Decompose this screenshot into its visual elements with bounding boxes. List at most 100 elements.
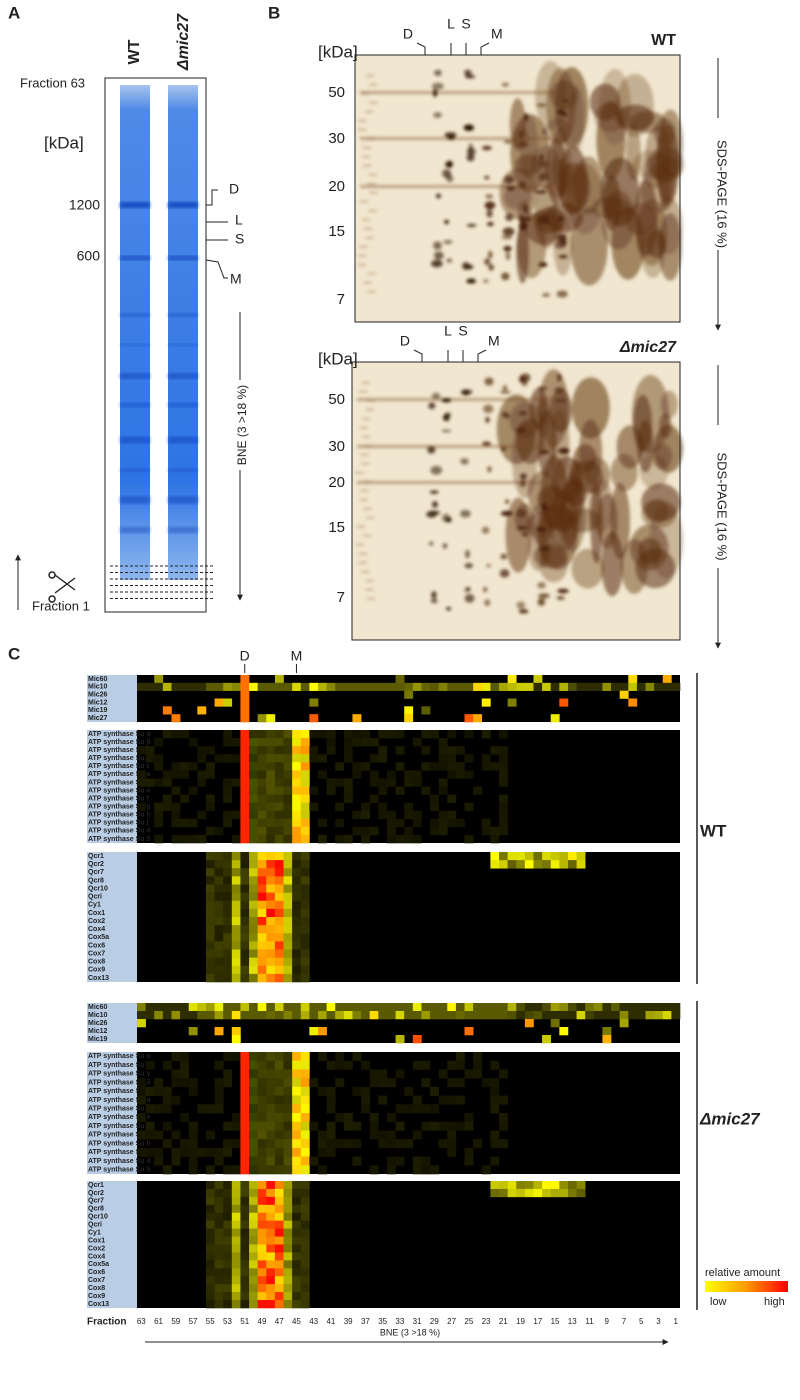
heatmap-cell	[292, 925, 302, 934]
heatmap-cell	[137, 1003, 146, 1012]
heatmap-cell	[223, 1069, 233, 1079]
heatmap-cell	[412, 738, 422, 747]
heatmap-cell	[395, 762, 405, 771]
heatmap-cell	[430, 1011, 439, 1020]
heatmap-cell	[137, 1147, 146, 1157]
heatmap-cell	[378, 746, 388, 755]
heatmap-cell	[240, 1212, 250, 1221]
row-label: Cox5a	[88, 934, 109, 941]
heatmap-cell	[369, 738, 379, 747]
heatmap-cell	[240, 810, 250, 820]
heatmap-cell	[145, 1003, 155, 1012]
heatmap-cell	[274, 941, 284, 950]
heatmap-cell	[654, 682, 664, 691]
heatmap-cell	[300, 965, 310, 975]
heatmap-cell	[533, 852, 543, 861]
heatmap-cell	[257, 1003, 267, 1012]
heatmap-cell	[197, 1147, 207, 1157]
heatmap-cell	[223, 965, 233, 975]
heatmap-cell	[257, 1113, 267, 1123]
row-label: Qcr2	[88, 1190, 104, 1197]
heatmap-cell	[343, 730, 353, 739]
heatmap-cell	[300, 738, 310, 747]
heatmap-cell	[162, 1011, 172, 1020]
heatmap-cell	[559, 1181, 569, 1190]
heatmap-cell	[490, 1156, 500, 1166]
gel-smear	[655, 124, 679, 205]
heatmap-cell	[300, 826, 310, 836]
heatmap-cell	[214, 1212, 224, 1221]
complex-label: D	[400, 333, 410, 349]
gel-lane-streak	[360, 490, 369, 492]
heatmap-cell	[516, 1003, 526, 1012]
gel-spot	[502, 385, 508, 391]
heatmap-cell	[214, 1147, 224, 1157]
gel-spot	[464, 562, 473, 569]
gel-band	[168, 436, 198, 444]
gel-spot	[482, 279, 489, 283]
heatmap-cell	[611, 682, 620, 691]
heatmap-cell	[249, 868, 258, 877]
heatmap-cell	[249, 1196, 258, 1206]
heatmap-cell	[464, 1156, 474, 1166]
heatmap-cell	[240, 1196, 250, 1206]
heatmap-cell	[240, 730, 250, 739]
heatmap-cell	[180, 1060, 190, 1070]
heatmap-cell	[266, 1228, 276, 1237]
heatmap-cell	[499, 802, 508, 812]
gel-spot	[427, 445, 436, 454]
gel-smear	[660, 390, 678, 419]
heatmap-cell	[223, 892, 233, 902]
heatmap-cell	[274, 892, 284, 902]
heatmap-cell	[464, 714, 474, 723]
heatmap-cell	[636, 1011, 646, 1020]
gel-spot	[466, 587, 471, 591]
heatmap-cell	[137, 746, 146, 755]
heatmap-cell	[378, 802, 388, 812]
fraction-label: 11	[585, 1317, 594, 1326]
heatmap-cell	[378, 786, 388, 795]
heatmap-cell	[300, 810, 310, 820]
heatmap-cell	[240, 762, 250, 771]
heatmap-cell	[654, 1011, 664, 1020]
heatmap-cell	[180, 1011, 190, 1020]
heatmap-cell	[257, 1244, 267, 1253]
row-label: Cox2	[88, 918, 105, 925]
row-label: Mic27	[88, 715, 108, 722]
heatmap-cell	[214, 908, 224, 918]
heatmap-cell	[240, 675, 250, 684]
heatmap-cell	[249, 1113, 258, 1123]
heatmap-cell	[516, 1188, 526, 1198]
lane-label: WT	[126, 39, 143, 64]
heatmap-cell	[395, 682, 405, 691]
heatmap-cell	[257, 900, 267, 910]
heatmap-cell	[447, 1060, 457, 1070]
heatmap-cell	[300, 682, 310, 691]
heatmap-cell	[274, 1104, 284, 1114]
heatmap-cell	[171, 1130, 181, 1140]
heatmap-cell	[249, 1003, 258, 1012]
axis-label: BNE (3 >18 %)	[380, 1327, 440, 1337]
heatmap-cell	[283, 786, 293, 795]
gel-spot	[431, 392, 441, 400]
heatmap-cell	[145, 754, 155, 763]
heatmap-cell	[266, 778, 276, 787]
heatmap-cell	[352, 1156, 362, 1166]
heatmap-cell	[438, 682, 448, 691]
heatmap-cell	[499, 778, 508, 787]
heatmap-cell	[231, 860, 241, 869]
heatmap-cell	[274, 1121, 284, 1131]
heatmap-cell	[611, 1003, 620, 1012]
heatmap-cell	[154, 1011, 164, 1020]
heatmap-cell	[240, 1069, 250, 1079]
heatmap-cell	[343, 778, 353, 787]
gel-spot	[483, 404, 494, 414]
gel-lane-streak	[366, 75, 375, 77]
heatmap-cell	[266, 802, 276, 812]
heatmap-cell	[585, 1011, 595, 1020]
row-label: ATP synthase Su 5	[88, 1166, 150, 1173]
heatmap-cell	[154, 1086, 164, 1096]
heatmap-cell	[361, 1095, 371, 1105]
heatmap-cell	[240, 754, 250, 763]
heatmap-cell	[300, 876, 310, 885]
